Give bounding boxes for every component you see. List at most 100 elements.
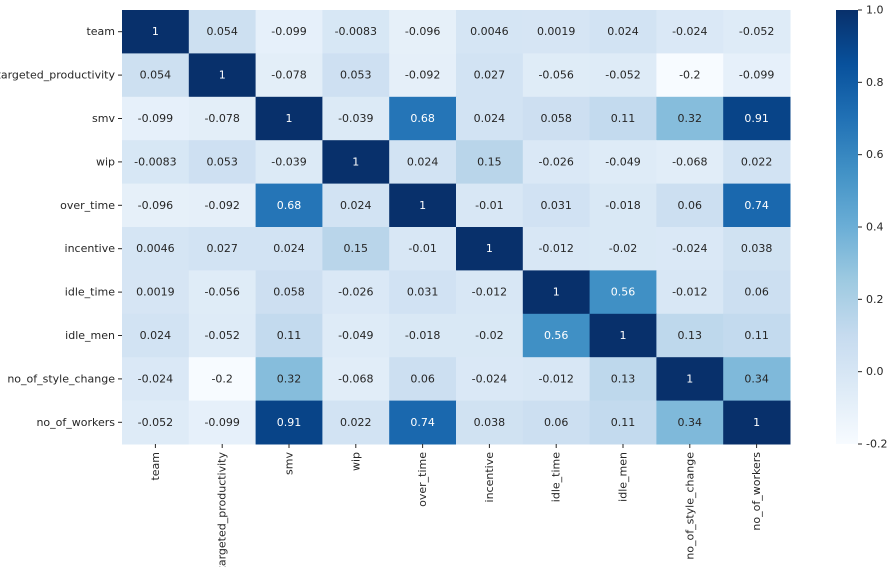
cell-value-label: 0.038 xyxy=(741,242,773,255)
heatmap-cell xyxy=(122,53,190,98)
cell-value-label: 0.91 xyxy=(277,416,302,429)
cell-value-label: 0.34 xyxy=(678,416,703,429)
heatmap-cell xyxy=(456,183,524,228)
cell-value-label: -0.099 xyxy=(204,416,239,429)
heatmap-cell xyxy=(522,140,591,185)
y-tick-label: no_of_workers xyxy=(36,416,115,429)
heatmap-cell xyxy=(188,183,257,228)
heatmap-cell xyxy=(322,53,390,98)
cell-value-label: 1 xyxy=(219,69,226,82)
cell-value-label: -0.049 xyxy=(338,329,373,342)
heatmap-cell xyxy=(522,96,591,141)
cell-value-label: -0.02 xyxy=(609,242,637,255)
heatmap-cell xyxy=(122,400,190,445)
x-tick-label: over_time xyxy=(416,452,429,507)
x-tick-label: targeted_productivity xyxy=(216,452,229,567)
heatmap-cell xyxy=(723,96,791,141)
cell-value-label: 0.11 xyxy=(277,329,302,342)
cell-value-label: -0.056 xyxy=(538,69,573,82)
heatmap-cell xyxy=(188,227,257,271)
heatmap-cell xyxy=(255,270,323,315)
cell-value-label: 0.56 xyxy=(611,286,636,299)
cell-value-label: 0.022 xyxy=(340,416,372,429)
x-tick-label: wip xyxy=(349,452,362,471)
heatmap-cell xyxy=(389,183,457,228)
heatmap-cell xyxy=(255,227,323,271)
cell-value-label: -0.026 xyxy=(338,286,373,299)
heatmap-cell xyxy=(723,270,791,315)
cell-value-label: 0.0046 xyxy=(470,25,509,38)
cell-value-label: 0.91 xyxy=(744,112,769,125)
x-tick-label: idle_time xyxy=(550,452,563,502)
cell-value-label: 0.027 xyxy=(206,242,238,255)
colorbar-tick-label: 0.6 xyxy=(866,148,884,161)
cell-value-label: -0.024 xyxy=(138,372,173,385)
y-tick-label: no_of_style_change xyxy=(7,372,115,385)
cell-value-label: 1 xyxy=(419,199,426,212)
cell-value-label: 0.13 xyxy=(611,372,636,385)
heatmap-cell xyxy=(389,270,457,315)
cell-value-label: -0.052 xyxy=(138,416,173,429)
cell-value-label: -0.039 xyxy=(271,155,306,168)
cell-value-label: -0.024 xyxy=(672,25,707,38)
cell-value-label: 0.06 xyxy=(544,416,569,429)
cell-value-label: 0.053 xyxy=(206,155,238,168)
cell-value-label: 1 xyxy=(352,155,359,168)
heatmap-cell xyxy=(656,183,724,228)
heatmap-cell xyxy=(255,10,323,54)
cell-value-label: -0.0083 xyxy=(335,25,377,38)
heatmap-cell xyxy=(456,10,524,54)
cell-value-label: 0.054 xyxy=(206,25,238,38)
cell-value-label: 0.024 xyxy=(474,112,506,125)
cell-value-label: 0.15 xyxy=(344,242,369,255)
heatmap-cell xyxy=(188,53,257,98)
cell-value-label: 0.11 xyxy=(611,112,636,125)
heatmap-cell xyxy=(122,183,190,228)
cell-value-label: 1 xyxy=(553,286,560,299)
cell-value-label: 1 xyxy=(286,112,293,125)
cell-value-label: 1 xyxy=(152,25,159,38)
cell-value-label: -0.052 xyxy=(739,25,774,38)
heatmap-cell xyxy=(122,357,190,402)
heatmap-cell xyxy=(456,140,524,185)
cell-value-label: 1 xyxy=(486,242,493,255)
cell-value-label: -0.024 xyxy=(472,372,507,385)
cell-value-label: 0.038 xyxy=(474,416,506,429)
cell-value-label: 0.031 xyxy=(407,286,439,299)
cell-value-label: -0.092 xyxy=(405,69,440,82)
x-tick-labels: team targeted_productivity smv wip over_time… xyxy=(149,444,763,567)
cell-value-label: 1 xyxy=(620,329,627,342)
heatmap-cell xyxy=(723,53,791,98)
heatmap-cell xyxy=(122,96,190,141)
cell-value-label: -0.01 xyxy=(475,199,503,212)
heatmap-cell xyxy=(188,270,257,315)
heatmap-cell xyxy=(589,183,657,228)
heatmap-cell xyxy=(122,227,190,271)
cell-value-label: -0.099 xyxy=(271,25,306,38)
heatmap-cell xyxy=(122,270,190,315)
heatmap-cell xyxy=(656,357,724,402)
heatmap-cell xyxy=(723,227,791,271)
heatmap-cell xyxy=(322,96,390,141)
heatmap-cell xyxy=(188,96,257,141)
heatmap-cell xyxy=(322,270,390,315)
cell-value-label: -0.099 xyxy=(138,112,173,125)
heatmap-cell xyxy=(656,270,724,315)
cell-value-label: 0.06 xyxy=(678,199,703,212)
heatmap-cell xyxy=(656,140,724,185)
cell-value-label: 0.022 xyxy=(741,155,773,168)
heatmap-cell xyxy=(255,183,323,228)
cell-value-label: 0.06 xyxy=(744,286,769,299)
heatmap-cell xyxy=(188,140,257,185)
cell-value-label: -0.099 xyxy=(739,69,774,82)
cell-value-label: 0.0046 xyxy=(136,242,175,255)
x-tick-label: no_of_workers xyxy=(750,452,763,531)
x-tick-label: no_of_style_change xyxy=(683,452,696,560)
heatmap-cell xyxy=(456,313,524,358)
colorbar-tick-label: 0.2 xyxy=(866,293,884,306)
x-tick-label: team xyxy=(149,452,162,481)
heatmap-cell xyxy=(522,53,591,98)
heatmap-cell xyxy=(723,357,791,402)
heatmap-cell xyxy=(456,227,524,271)
